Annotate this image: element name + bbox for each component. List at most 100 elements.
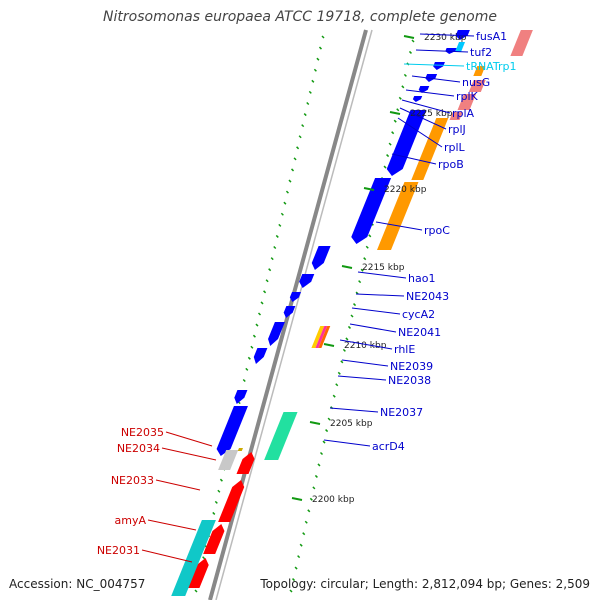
gc-track-dot [268,268,272,272]
kbp-tick [341,265,353,269]
gene-label-rpoC: rpoC [424,224,450,237]
pink-block [457,94,477,110]
gc-track-dot [313,68,317,72]
gene-leader-line [349,323,397,333]
gc-track-dot [217,489,221,493]
skew-track-dot [353,303,357,307]
cds-arrow [234,390,248,404]
gc-track-dot [252,334,256,338]
gc-track-dot [273,245,277,250]
gene-leader-line [161,447,217,461]
gc-track-dot [278,223,282,227]
gene-leader-line [415,49,469,53]
skew-track-dot [401,85,405,89]
skew-track-dot [345,337,349,341]
gene-label-NE2038: NE2038 [388,374,431,387]
kbp-tick [363,187,375,191]
gene-leader-line [141,549,193,563]
gc-track-dot [257,312,262,316]
gene-leader-line [337,375,387,381]
pink-block [449,112,463,120]
skew-track-dot [403,73,407,77]
red-gene-arrow [218,480,245,522]
gene-label-NE2033: NE2033 [111,474,154,487]
cds-arrow [268,322,285,346]
skew-track-dot [342,348,346,352]
gc-track-dot [311,79,315,83]
gene-leader-line [411,75,461,83]
green-block [264,412,298,460]
gene-label-nusG: nusG [462,76,490,89]
kbp-tick-label: 2210 kbp [344,341,387,351]
gene-leader-line [341,359,389,367]
kbp-tick-label: 2205 kbp [330,419,373,429]
trna-block [454,42,466,52]
kbp-tick [389,111,401,115]
gene-leader-line [391,153,437,165]
skew-track-dot [398,96,402,100]
gc-track-dot [280,212,284,216]
gene-label-NE2039: NE2039 [390,360,433,373]
gc-track-dot [263,290,267,294]
gc-track-dot [285,190,289,194]
cds-arrow [216,406,248,456]
skew-track-dot [292,578,296,582]
skew-track-dot [360,268,364,272]
gene-label-rplK: rplK [456,90,479,103]
kbp-tick [323,343,335,347]
gc-track-dot [316,57,320,61]
grey-gene-block [218,450,239,470]
skew-track-dot [322,440,326,444]
gc-track-dot [245,367,249,371]
cds-arrow [253,348,268,364]
skew-track-dot [358,280,362,284]
gene-label-NE2037: NE2037 [380,406,423,419]
gc-track-dot [275,234,279,238]
skew-track-dot [332,394,336,398]
red-gene-arrow [187,558,209,588]
gene-leader-line [397,117,443,148]
orange-block-rpoc [376,182,419,250]
cds-arrow [283,306,296,318]
stripe-pink [315,326,328,348]
kbp-tick [403,35,415,39]
gc-track-dot [194,589,198,593]
gene-label-rpoB: rpoB [438,158,464,171]
skew-track-dot [325,429,329,433]
cds-arrow [412,96,423,102]
grey-gene-mark [237,448,243,451]
gc-track-dot [290,168,295,172]
skew-track-dot [294,566,298,570]
skew-track-dot [327,417,331,421]
gc-track-dot [270,257,274,261]
skew-track-dot [386,154,390,158]
gene-leader-line [399,107,447,130]
skew-track-dot [408,50,412,54]
kbp-tick [291,497,303,501]
gene-leader-line [403,63,465,67]
skew-track-dot [299,543,303,547]
skew-track-dot [335,383,339,387]
cds-arrow [418,86,430,93]
cds-arrow [289,292,302,302]
cyan-block [171,520,216,596]
skew-track-dot [411,39,415,43]
gene-leader-line [405,89,455,97]
gene-label-rplA: rplA [452,107,475,120]
skew-track-dot [314,474,318,478]
skew-track-dot [391,131,395,135]
gene-leader-line [375,221,423,231]
gene-label-fusA1: fusA1 [476,30,507,43]
gene-label-rplL: rplL [444,141,466,154]
skew-track-dot [365,245,369,249]
gene-label-NE2043: NE2043 [406,290,449,303]
gc-track-dot [247,356,251,360]
gc-track-dot [250,345,254,349]
gene-label-tRNATrp1: tRNATrp1 [466,60,516,73]
gc-track-dot [242,378,246,383]
gc-track-dot [301,124,305,128]
skew-track-dot [302,532,306,536]
gene-label-cycA2: cycA2 [402,308,435,321]
